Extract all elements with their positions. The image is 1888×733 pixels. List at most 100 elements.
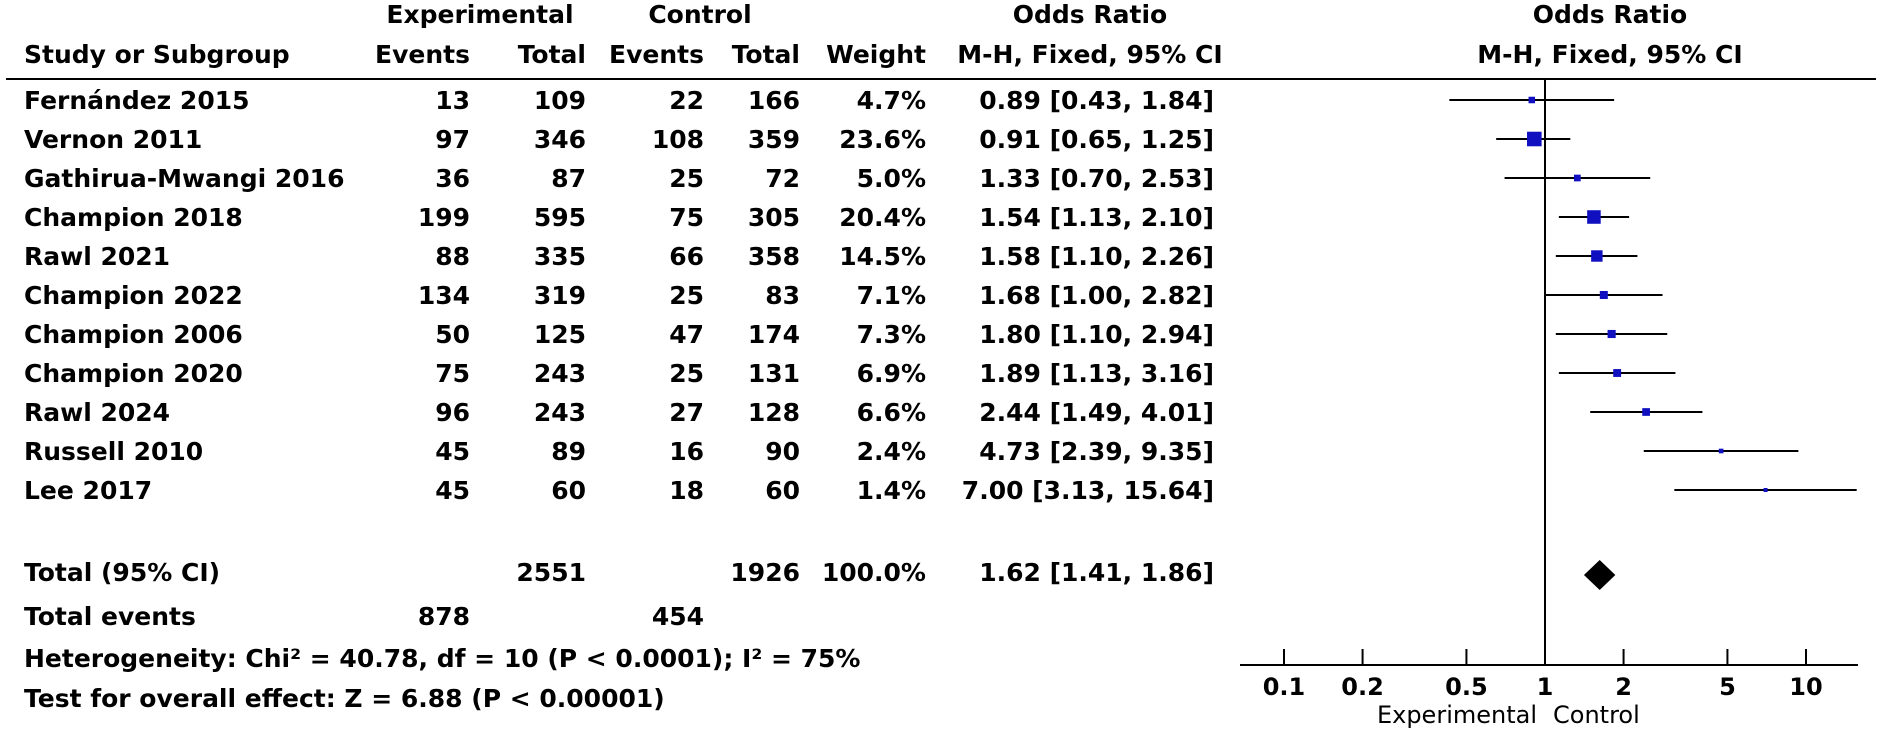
tick-label: 5 xyxy=(1719,673,1736,701)
weight: 6.6% xyxy=(856,398,926,427)
weight: 14.5% xyxy=(839,242,926,271)
exp-events: 199 xyxy=(417,203,470,232)
exp-total: 595 xyxy=(533,203,586,232)
experimental-group-header: Experimental xyxy=(386,0,574,29)
ctl-total: 359 xyxy=(747,125,800,154)
ctl-total-header: Total xyxy=(731,40,800,69)
ctl-total: 72 xyxy=(765,164,800,193)
ci-text: 1.68 [1.00, 2.82] xyxy=(979,281,1214,310)
point-estimate-square xyxy=(1587,210,1601,224)
total-exp-total: 2551 xyxy=(516,558,586,587)
total-events-label: Total events xyxy=(24,602,196,631)
pooled-diamond xyxy=(1583,560,1616,590)
exp-events: 45 xyxy=(435,476,470,505)
point-estimate-square xyxy=(1718,448,1724,454)
exp-total-header: Total xyxy=(517,40,586,69)
odds-ratio-header: Odds Ratio xyxy=(1012,0,1168,29)
exp-events: 75 xyxy=(435,359,470,388)
weight: 7.1% xyxy=(856,281,926,310)
ctl-events-header: Events xyxy=(609,40,704,69)
study-name: Champion 2018 xyxy=(24,203,243,232)
exp-events: 134 xyxy=(417,281,470,310)
ci-text: 4.73 [2.39, 9.35] xyxy=(979,437,1214,466)
favours-left-label: Experimental xyxy=(1377,701,1537,729)
exp-events-header: Events xyxy=(375,40,470,69)
ctl-events: 75 xyxy=(669,203,704,232)
weight: 20.4% xyxy=(839,203,926,232)
exp-events: 45 xyxy=(435,437,470,466)
weight: 4.7% xyxy=(856,86,926,115)
exp-total: 87 xyxy=(551,164,586,193)
ctl-events: 66 xyxy=(669,242,704,271)
ci-text: 1.80 [1.10, 2.94] xyxy=(979,320,1214,349)
exp-total: 60 xyxy=(551,476,586,505)
point-estimate-square xyxy=(1527,131,1542,147)
method-header: M-H, Fixed, 95% CI xyxy=(957,40,1223,69)
total-label: Total (95% CI) xyxy=(24,558,221,587)
point-estimate-square xyxy=(1599,291,1608,299)
point-estimate-square xyxy=(1763,488,1768,492)
point-estimate-square xyxy=(1591,250,1603,262)
ci-text: 0.91 [0.65, 1.25] xyxy=(979,125,1214,154)
ctl-events: 16 xyxy=(669,437,704,466)
ci-text: 2.44 [1.49, 4.01] xyxy=(979,398,1214,427)
ci-text: 1.58 [1.10, 2.26] xyxy=(979,242,1214,271)
ctl-total: 60 xyxy=(765,476,800,505)
study-name: Champion 2020 xyxy=(24,359,243,388)
exp-total: 335 xyxy=(533,242,586,271)
heterogeneity-text: Heterogeneity: Chi² = 40.78, df = 10 (P … xyxy=(24,644,861,673)
ctl-events: 25 xyxy=(669,359,704,388)
tick-label: 0.5 xyxy=(1445,673,1488,701)
point-estimate-square xyxy=(1607,329,1616,339)
exp-events: 13 xyxy=(435,86,470,115)
weight: 6.9% xyxy=(856,359,926,388)
exp-total: 89 xyxy=(551,437,586,466)
tick-label: 1 xyxy=(1537,673,1554,701)
point-estimate-square xyxy=(1573,174,1581,182)
study-name: Fernández 2015 xyxy=(24,86,250,115)
point-estimate-square xyxy=(1528,96,1536,104)
ctl-events: 25 xyxy=(669,281,704,310)
weight: 1.4% xyxy=(856,476,926,505)
ci-text: 1.54 [1.13, 2.10] xyxy=(979,203,1214,232)
study-name: Rawl 2024 xyxy=(24,398,171,427)
exp-events: 96 xyxy=(435,398,470,427)
weight: 2.4% xyxy=(856,437,926,466)
total-events-exp: 878 xyxy=(417,602,470,631)
ci-text: 1.89 [1.13, 3.16] xyxy=(979,359,1214,388)
ctl-total: 305 xyxy=(747,203,800,232)
exp-total: 125 xyxy=(533,320,586,349)
total-ci-text: 1.62 [1.41, 1.86] xyxy=(979,558,1214,587)
weight: 23.6% xyxy=(839,125,926,154)
overall-effect-text: Test for overall effect: Z = 6.88 (P < 0… xyxy=(24,684,665,713)
ctl-events: 27 xyxy=(669,398,704,427)
exp-events: 88 xyxy=(435,242,470,271)
exp-events: 50 xyxy=(435,320,470,349)
method-plot-header: M-H, Fixed, 95% CI xyxy=(1477,40,1743,69)
ctl-total: 128 xyxy=(747,398,800,427)
weight: 7.3% xyxy=(856,320,926,349)
exp-total: 243 xyxy=(533,398,586,427)
study-or-subgroup-header: Study or Subgroup xyxy=(24,40,290,69)
study-name: Lee 2017 xyxy=(24,476,153,505)
point-estimate-square xyxy=(1642,408,1650,416)
total-ctl-total: 1926 xyxy=(730,558,800,587)
ctl-total: 174 xyxy=(747,320,800,349)
study-name: Rawl 2021 xyxy=(24,242,171,271)
control-group-header: Control xyxy=(648,0,752,29)
ctl-total: 131 xyxy=(747,359,800,388)
tick-label: 0.2 xyxy=(1341,673,1384,701)
ctl-total: 166 xyxy=(747,86,800,115)
exp-events: 36 xyxy=(435,164,470,193)
exp-total: 346 xyxy=(533,125,586,154)
odds-ratio-plot-header: Odds Ratio xyxy=(1532,0,1688,29)
ci-text: 1.33 [0.70, 2.53] xyxy=(979,164,1214,193)
ctl-events: 18 xyxy=(669,476,704,505)
weight: 5.0% xyxy=(856,164,926,193)
study-name: Champion 2022 xyxy=(24,281,243,310)
total-weight: 100.0% xyxy=(821,558,926,587)
point-estimate-square xyxy=(1613,369,1622,377)
ctl-total: 358 xyxy=(747,242,800,271)
ctl-events: 25 xyxy=(669,164,704,193)
